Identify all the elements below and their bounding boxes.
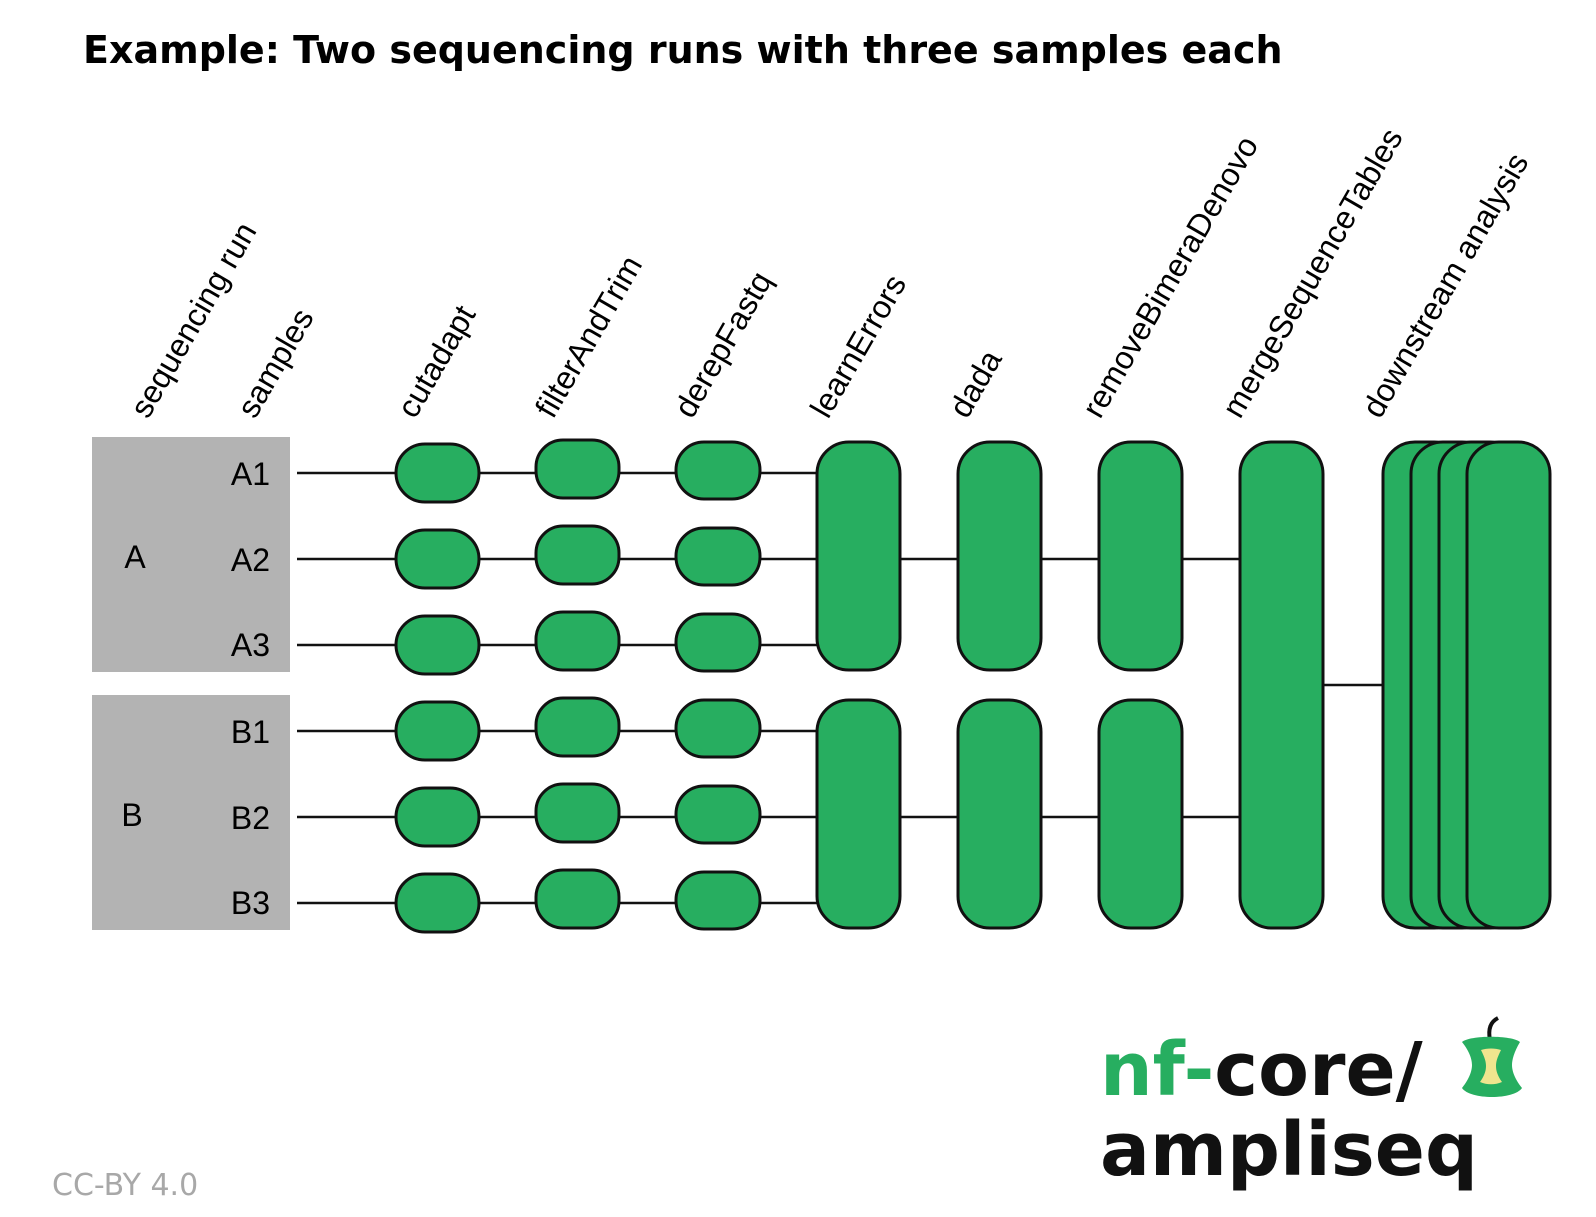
run-panel-a: A A1 A2 A3 [92, 437, 290, 672]
derepfastq-box [674, 526, 762, 587]
step-downstream-analysis [1381, 440, 1552, 930]
derepfastq-box [674, 870, 762, 931]
step-cutadapt [394, 442, 481, 934]
sample-label: A1 [231, 456, 270, 492]
sample-label: A2 [231, 542, 270, 578]
column-label-downstream-analysis: downstream analysis [1355, 147, 1536, 424]
step-derepfastq [674, 440, 762, 931]
step-dada [956, 440, 1043, 930]
removebimeradenovo-box-run-b [1097, 698, 1184, 930]
filterandtrim-box [534, 696, 621, 758]
column-label-samples: samples [230, 302, 321, 423]
derepfastq-box [674, 440, 762, 501]
sample-label: B2 [231, 800, 270, 836]
sample-label: A3 [231, 627, 270, 663]
cutadapt-box [394, 700, 481, 762]
run-panel-b: B B1 B2 B3 [92, 695, 290, 930]
license-text: CC-BY 4.0 [52, 1168, 198, 1203]
run-label: A [124, 539, 146, 575]
column-label-dada: dada [942, 344, 1009, 424]
column-label-learnerrors: learnErrors [803, 268, 913, 423]
nf-core-ampliseq-logo: nf-core/ ampliseq [1100, 1016, 1522, 1193]
step-mergesequencetables [1238, 440, 1325, 930]
filterandtrim-box [534, 438, 621, 500]
dada-box-run-b [956, 698, 1043, 930]
cutadapt-box [394, 786, 481, 848]
column-label-filterandtrim: filterAndTrim [528, 249, 649, 423]
derepfastq-box [674, 784, 762, 845]
run-background [92, 695, 290, 930]
logo-prefix: nf- [1100, 1027, 1214, 1113]
cutadapt-box [394, 528, 481, 590]
run-background [92, 437, 290, 672]
dada-box-run-a [956, 440, 1043, 672]
step-filterandtrim [534, 438, 621, 930]
step-removebimeradenovo [1097, 440, 1184, 930]
cutadapt-box [394, 614, 481, 676]
logo-text-line1: nf-core/ [1100, 1027, 1424, 1113]
step-learnerrors [815, 440, 902, 930]
filterandtrim-box [534, 782, 621, 844]
learnerrors-box-run-b [815, 698, 902, 930]
cutadapt-box [394, 872, 481, 934]
run-label: B [121, 797, 142, 833]
sample-label: B3 [231, 885, 270, 921]
apple-core-icon [1462, 1016, 1522, 1097]
column-label-derepfastq: derepFastq [667, 265, 779, 423]
filterandtrim-box [534, 868, 621, 930]
removebimeradenovo-box-run-a [1097, 440, 1184, 672]
filterandtrim-box [534, 524, 621, 586]
mergesequencetables-box [1238, 440, 1325, 930]
learnerrors-box-run-a [815, 440, 902, 672]
derepfastq-box [674, 698, 762, 759]
downstream-box [1465, 440, 1552, 930]
logo-suffix: core/ [1214, 1027, 1423, 1113]
cutadapt-box [394, 442, 481, 504]
sample-label: B1 [231, 714, 270, 750]
diagram-title: Example: Two sequencing runs with three … [83, 28, 1283, 72]
logo-text-line2: ampliseq [1100, 1107, 1478, 1193]
column-label-cutadapt: cutadapt [390, 299, 483, 423]
filterandtrim-box [534, 610, 621, 672]
derepfastq-box [674, 612, 762, 673]
